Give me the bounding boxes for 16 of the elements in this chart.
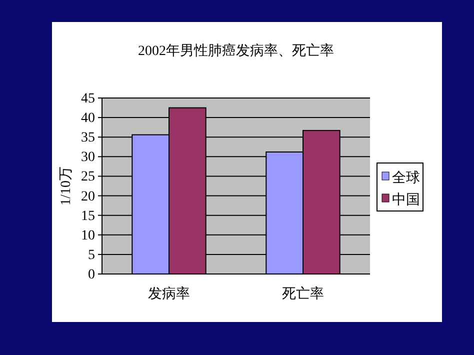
y-axis-title: 1/10万 — [59, 166, 74, 206]
y-tick-label: 40 — [81, 111, 95, 126]
y-tick-label: 15 — [81, 208, 95, 224]
y-tick-label: 25 — [81, 170, 95, 185]
y-tick-label: 10 — [81, 228, 95, 244]
x-tick-label: 发病率 — [148, 286, 190, 302]
y-tick-label: 20 — [81, 189, 95, 204]
legend-label: 中国 — [392, 192, 420, 208]
y-tick-label: 0 — [88, 267, 95, 282]
legend-label: 全球 — [392, 170, 420, 186]
x-tick-label: 死亡率 — [282, 286, 324, 302]
chart-title: 2002年男性肺癌发病率、死亡率 — [138, 43, 334, 59]
y-tick-label: 45 — [81, 91, 95, 106]
y-tick-label: 30 — [81, 150, 95, 166]
y-tick-label: 35 — [81, 130, 95, 146]
y-tick-label: 5 — [88, 248, 95, 263]
